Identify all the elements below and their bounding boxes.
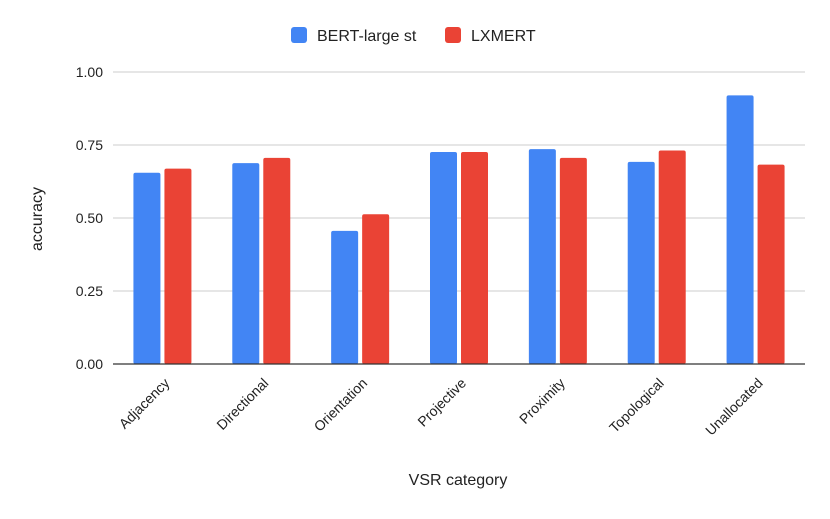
bar-lxmert: [461, 152, 488, 364]
y-tick-label: 0.75: [76, 137, 103, 153]
x-tick-label: Adjacency: [116, 375, 173, 432]
y-axis-title: accuracy: [29, 187, 46, 251]
y-tick-label: 0.00: [76, 356, 103, 372]
legend-label-bert: BERT-large st: [317, 28, 417, 45]
bar-bert: [627, 161, 655, 364]
x-tick-label: Unallocated: [702, 375, 766, 439]
y-tick-label: 1.00: [76, 64, 103, 80]
gridlines: [113, 71, 805, 292]
bar-bert: [133, 172, 161, 364]
bar-lxmert: [757, 164, 785, 364]
bar-bert: [528, 149, 556, 364]
x-tick-label: Directional: [213, 375, 271, 433]
legend: BERT-large st LXMERT: [291, 27, 536, 45]
bars: [133, 95, 785, 365]
y-tick-label: 0.50: [76, 210, 103, 226]
bar-bert: [430, 152, 457, 364]
bar-bert: [331, 230, 359, 364]
legend-swatch-bert: [291, 27, 307, 43]
x-tick-label: Orientation: [311, 375, 371, 435]
bar-lxmert: [362, 214, 390, 364]
bar-lxmert: [559, 157, 587, 364]
bar-lxmert: [263, 157, 291, 364]
bar-lxmert: [658, 150, 686, 364]
x-tick-label: Proximity: [516, 375, 568, 427]
bar-lxmert: [164, 168, 192, 364]
x-axis-title: VSR category: [409, 472, 508, 489]
legend-swatch-lxmert: [445, 27, 461, 43]
bar-bert: [232, 163, 260, 364]
y-tick-label: 0.25: [76, 283, 103, 299]
legend-label-lxmert: LXMERT: [471, 28, 536, 45]
x-tick-label: Projective: [414, 375, 469, 430]
bar-bert: [726, 95, 754, 365]
x-tick-label: Topological: [606, 375, 667, 436]
